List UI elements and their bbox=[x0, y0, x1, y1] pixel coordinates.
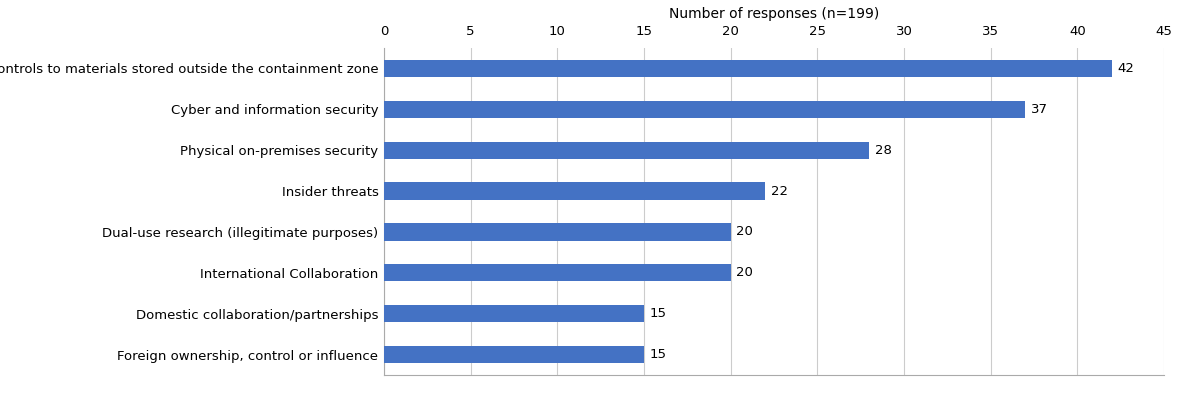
Text: 22: 22 bbox=[770, 184, 787, 198]
Text: 28: 28 bbox=[875, 144, 892, 157]
Bar bbox=[384, 305, 644, 322]
Bar bbox=[384, 223, 731, 241]
Bar bbox=[384, 101, 1025, 118]
Bar bbox=[384, 264, 731, 281]
Text: 20: 20 bbox=[736, 225, 752, 239]
Bar bbox=[384, 346, 644, 363]
Text: 15: 15 bbox=[649, 348, 666, 361]
Bar bbox=[384, 60, 1112, 77]
Text: 42: 42 bbox=[1117, 62, 1134, 75]
Text: 37: 37 bbox=[1031, 103, 1048, 116]
Bar bbox=[384, 142, 869, 159]
Text: 15: 15 bbox=[649, 307, 666, 320]
Text: 20: 20 bbox=[736, 266, 752, 279]
X-axis label: Number of responses (n=199): Number of responses (n=199) bbox=[668, 7, 880, 21]
Bar bbox=[384, 182, 766, 200]
